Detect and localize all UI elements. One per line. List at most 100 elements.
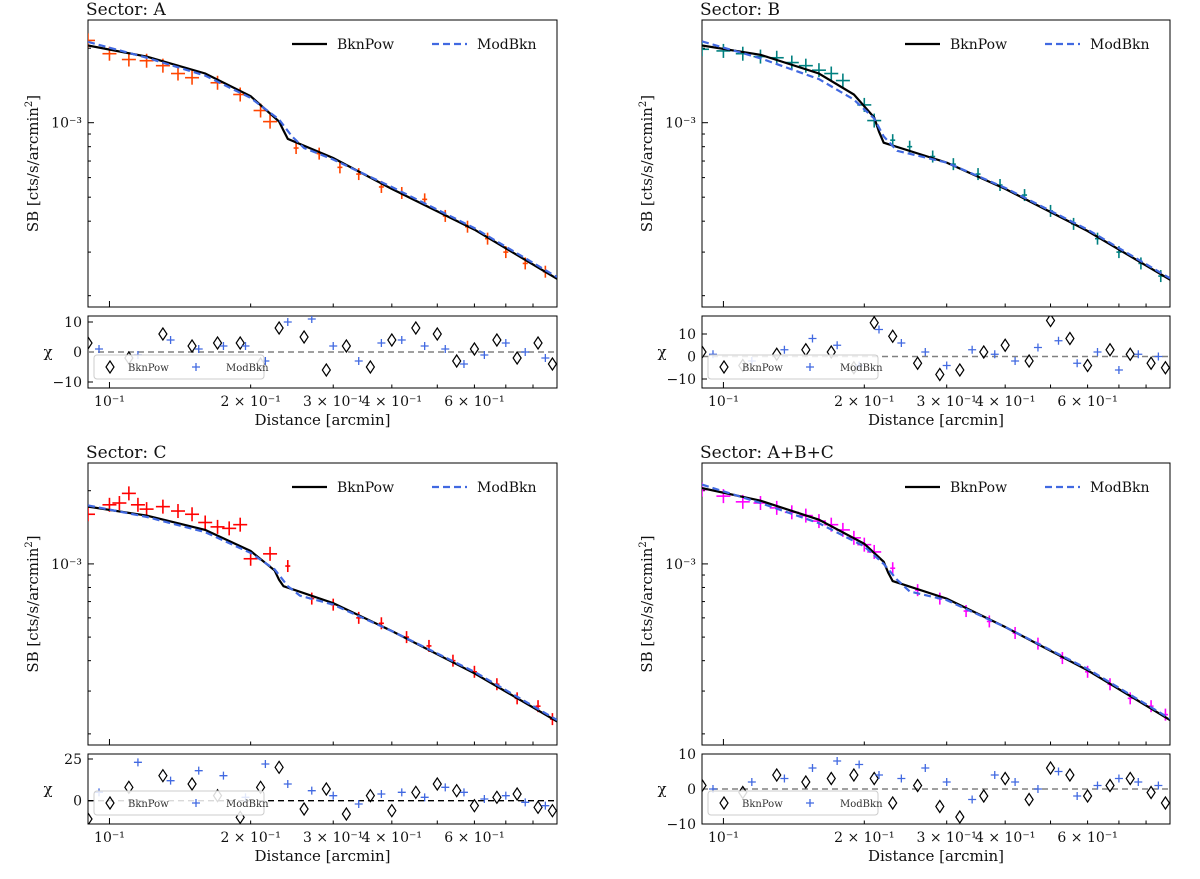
bknpow-residual <box>801 342 811 357</box>
modbkn-residual <box>241 342 250 350</box>
x-tick-label: 10⁻¹ <box>708 394 739 410</box>
y-axis-label: SB [cts/s/arcmin2] <box>24 95 42 232</box>
panel-title: Sector: A+B+C <box>700 443 834 463</box>
modbkn-residual <box>441 783 450 792</box>
modbkn-residual <box>521 348 530 356</box>
data-points <box>88 33 548 278</box>
modbkn-residual <box>1114 366 1123 374</box>
modbkn-residual <box>541 801 550 810</box>
bknpow-residual <box>492 332 502 348</box>
modbkn-residual <box>397 788 406 797</box>
x-axis-label: Distance [arcmin] <box>254 847 390 865</box>
legend-modbkn-label: ModBkn <box>1090 37 1150 53</box>
modbkn-curve <box>88 504 557 721</box>
bknpow-residual <box>88 335 93 351</box>
modbkn-residual <box>942 778 951 786</box>
main-axes-frame <box>701 19 1171 308</box>
modbkn-residual <box>501 339 510 347</box>
modbkn-residual <box>459 788 468 797</box>
legend-modbkn-label: ModBkn <box>1090 480 1150 496</box>
x-tick-label: 3 × 10⁻¹ <box>303 830 363 846</box>
residual-y-label: χ <box>657 343 666 361</box>
bknpow-residual <box>912 356 923 371</box>
modbkn-residual <box>521 798 530 807</box>
bknpow-residual <box>387 332 397 348</box>
bknpow-residual <box>432 326 442 342</box>
modbkn-residual <box>921 764 930 772</box>
bknpow-residual <box>887 329 898 344</box>
bknpow-residual <box>702 344 707 360</box>
bknpow-residual <box>158 768 168 783</box>
residual-legend-box <box>707 354 879 380</box>
y-axis-label: SB [cts/s/arcmin2] <box>24 535 42 672</box>
legend-bknpow-label: BknPow <box>337 480 394 496</box>
modbkn-residual <box>897 339 906 347</box>
modbkn-residual <box>261 760 270 768</box>
modbkn-residual <box>1073 359 1082 368</box>
x-tick-label: 2 × 10⁻¹ <box>220 830 280 846</box>
resid-legend-diamond <box>719 359 729 375</box>
main-axes-frame <box>87 462 558 746</box>
bknpow-residual <box>533 800 543 815</box>
bknpow-residual <box>299 329 309 345</box>
modbkn-residual <box>307 786 316 795</box>
residual-legend-box <box>93 354 265 380</box>
bknpow-residual <box>869 771 879 786</box>
modbkn-residual <box>1011 357 1020 365</box>
modbkn-residual <box>1054 767 1063 776</box>
legend-modbkn-label: ModBkn <box>477 480 537 496</box>
y-tick-label: 10⁻³ <box>665 116 696 132</box>
y-tick-label: 10⁻³ <box>51 557 82 573</box>
modbkn-residual <box>808 334 817 343</box>
bknpow-residual <box>1146 356 1156 371</box>
bknpow-residual <box>88 811 93 824</box>
bknpow-residual <box>274 320 284 336</box>
modbkn-residual <box>808 764 817 772</box>
bknpow-residual <box>533 335 543 351</box>
bknpow-residual <box>411 320 421 336</box>
bknpow-curve <box>702 44 1170 281</box>
resid-y-tick-label: 25 <box>64 752 82 768</box>
bknpow-residual <box>702 778 707 793</box>
modbkn-residual <box>780 345 789 354</box>
modbkn-residual <box>747 778 756 786</box>
modbkn-residual <box>307 316 316 323</box>
modbkn-residual <box>1033 785 1042 793</box>
bknpow-residual <box>365 788 376 803</box>
bknpow-residual <box>1065 767 1075 783</box>
data-points <box>702 482 1168 721</box>
modbkn-residual <box>166 776 175 785</box>
bknpow-residual <box>1082 788 1093 804</box>
bknpow-residual <box>321 362 332 378</box>
bknpow-residual <box>451 353 462 369</box>
bknpow-residual <box>158 326 168 342</box>
modbkn-residual <box>283 318 292 326</box>
bknpow-residual <box>187 338 197 354</box>
modbkn-residual <box>219 342 228 350</box>
modbkn-residual <box>1054 336 1063 345</box>
modbkn-residual <box>397 336 406 344</box>
bknpow-residual <box>432 776 442 792</box>
modbkn-residual <box>1154 352 1163 361</box>
resid-legend-plus <box>192 363 200 371</box>
bknpow-residual <box>955 362 965 378</box>
bknpow-residual <box>955 809 965 824</box>
bknpow-residual <box>1105 778 1115 793</box>
x-tick-label: 2 × 10⁻¹ <box>834 830 894 846</box>
resid-legend-plus <box>192 799 200 807</box>
residual-y-label: χ <box>657 780 666 798</box>
modbkn-residual <box>166 336 175 344</box>
bknpow-residual <box>1000 771 1010 786</box>
modbkn-residual <box>968 795 977 804</box>
modbkn-residual <box>441 345 450 353</box>
x-tick-label: 4 × 10⁻¹ <box>362 830 422 846</box>
resid-legend-modbkn-label: ModBkn <box>226 363 269 374</box>
modbkn-curve <box>702 483 1170 720</box>
bknpow-residual <box>801 774 811 790</box>
x-tick-label: 3 × 10⁻¹ <box>303 394 363 410</box>
bknpow-residual <box>187 776 197 792</box>
modbkn-residual <box>897 774 906 783</box>
panel-title: Sector: C <box>86 443 167 463</box>
bknpow-residual <box>869 316 879 330</box>
modbkn-residual <box>968 345 977 354</box>
